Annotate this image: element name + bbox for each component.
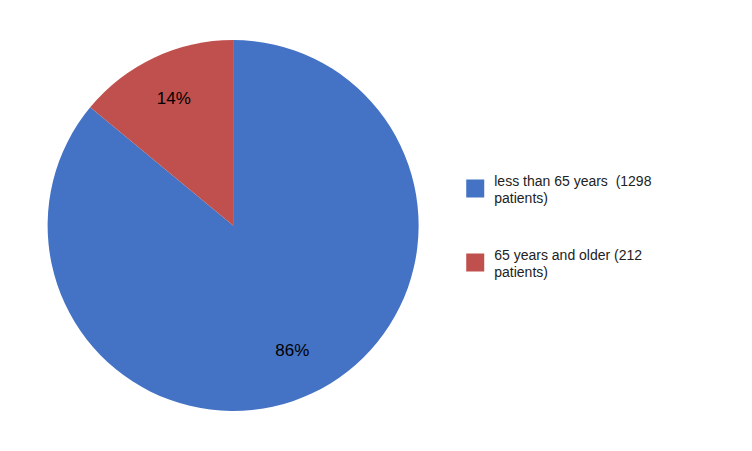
pie: 86% 14%: [48, 40, 419, 411]
legend-item: 65 years and older (212patients): [466, 247, 642, 280]
pie-slice: [48, 40, 419, 411]
legend: less than 65 years (1298patients) 65 year…: [466, 173, 651, 280]
legend-label: less than 65 years (1298patients): [494, 173, 651, 206]
legend-item: less than 65 years (1298patients): [466, 173, 651, 206]
data-label: 14%: [157, 89, 191, 108]
legend-swatch: [466, 254, 484, 272]
chart-svg: 86% 14% less than 65 years (1298patients) 6…: [0, 0, 752, 451]
pie-slice: [90, 40, 233, 226]
legend-label: 65 years and older (212patients): [494, 247, 642, 280]
data-label: 86%: [275, 341, 309, 360]
legend-swatch: [466, 180, 484, 198]
